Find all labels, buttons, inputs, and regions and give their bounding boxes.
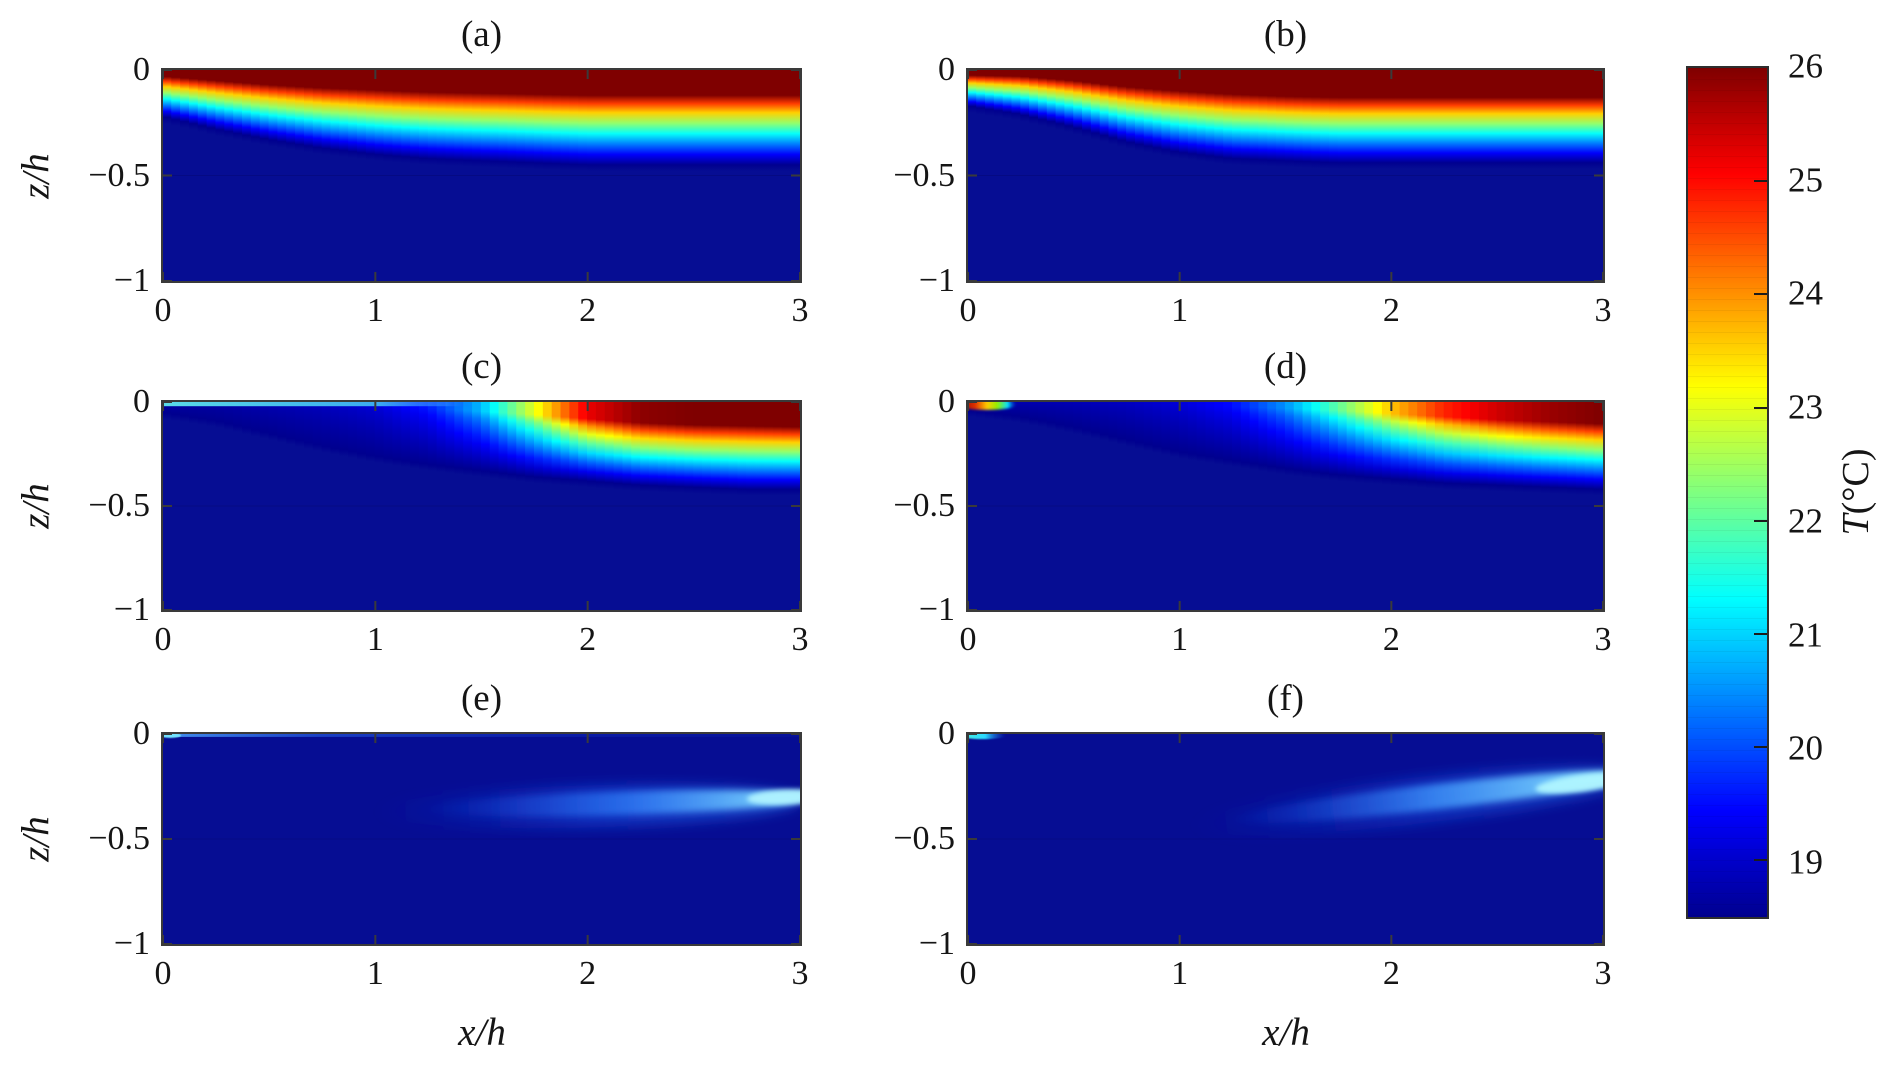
colorbar-tick-label: 19 bbox=[1788, 842, 1823, 882]
x-tick-label: 0 bbox=[959, 292, 977, 329]
panel-d: (d) 0 1 2 3 0 −0.5 −1 bbox=[893, 346, 1611, 657]
colorbar-tick-label: 24 bbox=[1788, 273, 1823, 313]
x-tick-label: 2 bbox=[1382, 621, 1400, 658]
colorbar-title-unit: (°C) bbox=[1835, 448, 1877, 515]
heatmap-b bbox=[968, 70, 1603, 281]
x-tick-label: 0 bbox=[154, 621, 172, 658]
panel-f: (f) 0 1 2 3 0 −0.5 −1 bbox=[893, 678, 1611, 991]
y-tick-label: 0 bbox=[938, 383, 955, 420]
heatmap-d bbox=[968, 402, 1603, 610]
colorbar-banding bbox=[1688, 68, 1767, 917]
x-tick-label: 1 bbox=[1171, 621, 1189, 658]
y-tick-label: 0 bbox=[133, 383, 150, 420]
y-tick-label: 0 bbox=[133, 51, 150, 88]
x-tick-label: 1 bbox=[366, 621, 384, 658]
colorbar-tick-label: 22 bbox=[1788, 501, 1823, 541]
y-tick-label: 0 bbox=[938, 51, 955, 88]
x-axis-label-right: x/h bbox=[1262, 1011, 1310, 1054]
x-tick-label: 1 bbox=[1171, 955, 1189, 992]
panel-e-title: (e) bbox=[460, 678, 503, 719]
panel-e: (e) 0 1 2 3 0 −0.5 −1 bbox=[88, 678, 808, 991]
x-tick-label: 1 bbox=[1171, 292, 1189, 329]
x-tick-label: 3 bbox=[791, 955, 809, 992]
y-tick-label: −0.5 bbox=[88, 487, 150, 524]
x-tick-label: 2 bbox=[579, 955, 597, 992]
heatmap-e bbox=[163, 734, 800, 944]
panel-a-title: (a) bbox=[460, 14, 503, 55]
x-tick-label: 2 bbox=[1382, 292, 1400, 329]
y-axis-label-row1: z/h bbox=[14, 153, 58, 199]
x-tick-label: 0 bbox=[154, 292, 172, 329]
heatmap-f bbox=[968, 734, 1603, 944]
x-tick-label: 2 bbox=[579, 292, 597, 329]
heatmap-a bbox=[163, 70, 800, 281]
panel-b-title: (b) bbox=[1263, 14, 1308, 55]
colorbar-tick bbox=[1754, 180, 1767, 183]
x-tick-label: 1 bbox=[366, 292, 384, 329]
x-tick-label: 3 bbox=[1594, 955, 1612, 992]
x-tick-label: 2 bbox=[1382, 955, 1400, 992]
colorbar-tick-label: 26 bbox=[1788, 46, 1823, 86]
colorbar bbox=[1686, 66, 1769, 919]
y-tick-label: −0.5 bbox=[88, 156, 150, 194]
colorbar-tick bbox=[1754, 519, 1767, 522]
x-tick-label: 3 bbox=[791, 621, 809, 658]
colorbar-tick-label: 20 bbox=[1788, 728, 1823, 768]
x-tick-label: 3 bbox=[1594, 292, 1612, 329]
panel-d-title: (d) bbox=[1263, 346, 1308, 387]
colorbar-tick bbox=[1754, 406, 1767, 409]
colorbar-tick bbox=[1754, 293, 1767, 296]
panel-c: (c) 0 1 2 3 0 −0.5 −1 bbox=[88, 346, 808, 657]
x-tick-label: 3 bbox=[1594, 621, 1612, 658]
colorbar-tick bbox=[1754, 859, 1767, 862]
y-tick-label: −1 bbox=[113, 591, 150, 628]
y-tick-label: −0.5 bbox=[893, 487, 955, 524]
panel-a: (a) 0 1 2 3 0 −0.5 −1 bbox=[88, 14, 808, 328]
y-tick-label: −1 bbox=[113, 925, 150, 962]
y-tick-label: 0 bbox=[938, 715, 955, 752]
x-tick-label: 0 bbox=[959, 955, 977, 992]
heatmap-c bbox=[163, 402, 800, 610]
y-tick-label: −0.5 bbox=[893, 820, 955, 857]
y-axis-label-row2: z/h bbox=[14, 483, 58, 529]
y-tick-label: −1 bbox=[113, 262, 150, 299]
y-tick-label: −1 bbox=[918, 925, 955, 962]
x-tick-label: 2 bbox=[579, 621, 597, 658]
y-tick-label: −0.5 bbox=[893, 156, 955, 194]
y-tick-label: −1 bbox=[918, 591, 955, 628]
x-tick-label: 0 bbox=[959, 621, 977, 658]
colorbar-tick bbox=[1754, 746, 1767, 749]
colorbar-tick-label: 25 bbox=[1788, 160, 1823, 200]
panel-b: (b) 0 1 2 3 0 −0.5 −1 bbox=[893, 14, 1611, 328]
x-tick-label: 3 bbox=[791, 292, 809, 329]
y-tick-label: −1 bbox=[918, 262, 955, 299]
x-axis-label-left: x/h bbox=[458, 1011, 506, 1054]
colorbar-tick-label: 23 bbox=[1788, 387, 1823, 427]
panel-c-title: (c) bbox=[460, 346, 503, 387]
y-axis-label-row3: z/h bbox=[14, 816, 58, 862]
colorbar-tick-label: 21 bbox=[1788, 615, 1823, 655]
y-tick-label: −0.5 bbox=[88, 820, 150, 857]
x-tick-label: 1 bbox=[366, 955, 384, 992]
colorbar-title: T(°C) bbox=[1834, 449, 1878, 536]
colorbar-tick bbox=[1754, 633, 1767, 635]
x-tick-label: 0 bbox=[154, 955, 172, 992]
panel-f-title: (f) bbox=[1267, 678, 1304, 719]
colorbar-title-symbol: T bbox=[1835, 514, 1877, 536]
y-tick-label: 0 bbox=[133, 715, 150, 752]
